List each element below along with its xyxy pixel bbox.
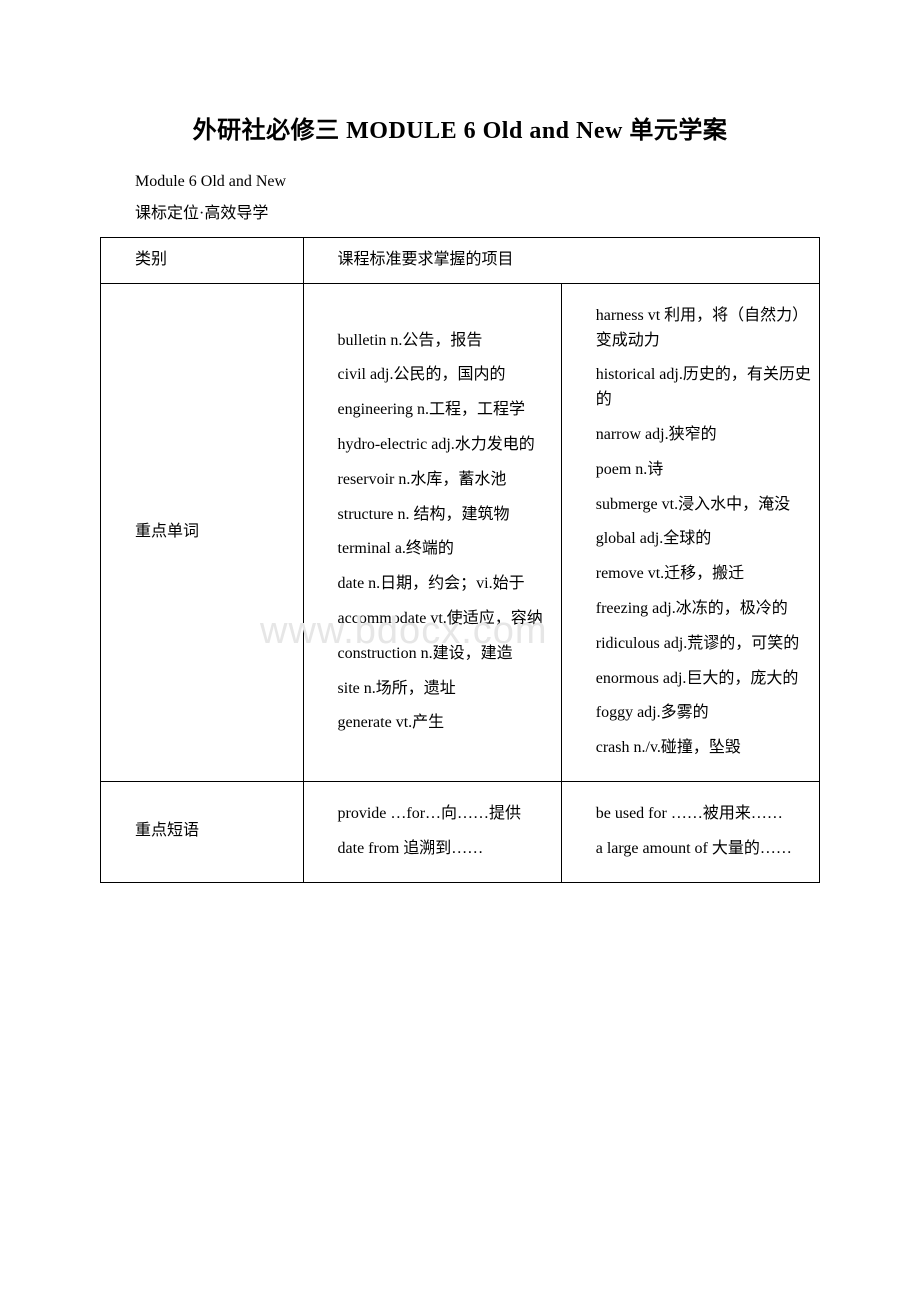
vocab-entry: harness vt 利用，将（自然力）变成动力 [596,304,813,354]
vocab-entry: site n.场所，遗址 [338,677,555,702]
vocab-entry: terminal a.终端的 [338,537,555,562]
table-header-row: 类别 课程标准要求掌握的项目 [101,238,820,284]
row-label-words: 重点单词 [101,283,304,781]
vocab-entry: reservoir n.水库，蓄水池 [338,468,555,493]
subtitle: Module 6 Old and New [135,173,820,191]
vocab-entry: narrow adj.狭窄的 [596,423,813,448]
vocab-entry: poem n.诗 [596,458,813,483]
vocab-entry: hydro-electric adj.水力发电的 [338,433,555,458]
vocab-entry: engineering n.工程，工程学 [338,398,555,423]
vocab-entry: historical adj.历史的，有关历史的 [596,363,813,413]
phrase-entry: be used for ……被用来…… [596,802,813,827]
vocab-entry: remove vt.迁移，搬迁 [596,562,813,587]
page-title: 外研社必修三 MODULE 6 Old and New 单元学案 [100,110,820,145]
vocab-entry: freezing adj.冰冻的，极冷的 [596,597,813,622]
vocab-entry: global adj.全球的 [596,527,813,552]
header-category: 类别 [101,238,304,284]
header-requirements: 课程标准要求掌握的项目 [303,238,819,284]
phrase-entry: provide …for…向……提供 [338,802,555,827]
vocab-entry: civil adj.公民的，国内的 [338,363,555,388]
vocabulary-table: 类别 课程标准要求掌握的项目 重点单词 bulletin n.公告，报告 civ… [100,237,820,883]
vocab-entry: structure n. 结构，建筑物 [338,503,555,528]
vocab-entry: generate vt.产生 [338,711,555,736]
vocab-entry: foggy adj.多雾的 [596,701,813,726]
vocab-entry: ridiculous adj.荒谬的，可笑的 [596,632,813,657]
vocab-entry: submerge vt.浸入水中，淹没 [596,493,813,518]
words-col-right: harness vt 利用，将（自然力）变成动力 historical adj.… [561,283,819,781]
vocab-entry: accommodate vt.使适应，容纳 [338,607,555,632]
phrases-col-right: be used for ……被用来…… a large amount of 大量… [561,781,819,882]
vocab-entry: enormous adj.巨大的，庞大的 [596,667,813,692]
subnote: 课标定位·高效导学 [135,199,820,223]
vocab-entry: date n.日期，约会；vi.始于 [338,572,555,597]
table-row-words: 重点单词 bulletin n.公告，报告 civil adj.公民的，国内的 … [101,283,820,781]
words-col-left: bulletin n.公告，报告 civil adj.公民的，国内的 engin… [303,283,561,781]
vocab-entry: crash n./v.碰撞，坠毁 [596,736,813,761]
table-row-phrases: 重点短语 provide …for…向……提供 date from 追溯到…… … [101,781,820,882]
vocab-entry: bulletin n.公告，报告 [338,329,555,354]
row-label-phrases: 重点短语 [101,781,304,882]
phrase-entry: date from 追溯到…… [338,837,555,862]
vocab-entry: construction n.建设，建造 [338,642,555,667]
phrase-entry: a large amount of 大量的…… [596,837,813,862]
phrases-col-left: provide …for…向……提供 date from 追溯到…… [303,781,561,882]
